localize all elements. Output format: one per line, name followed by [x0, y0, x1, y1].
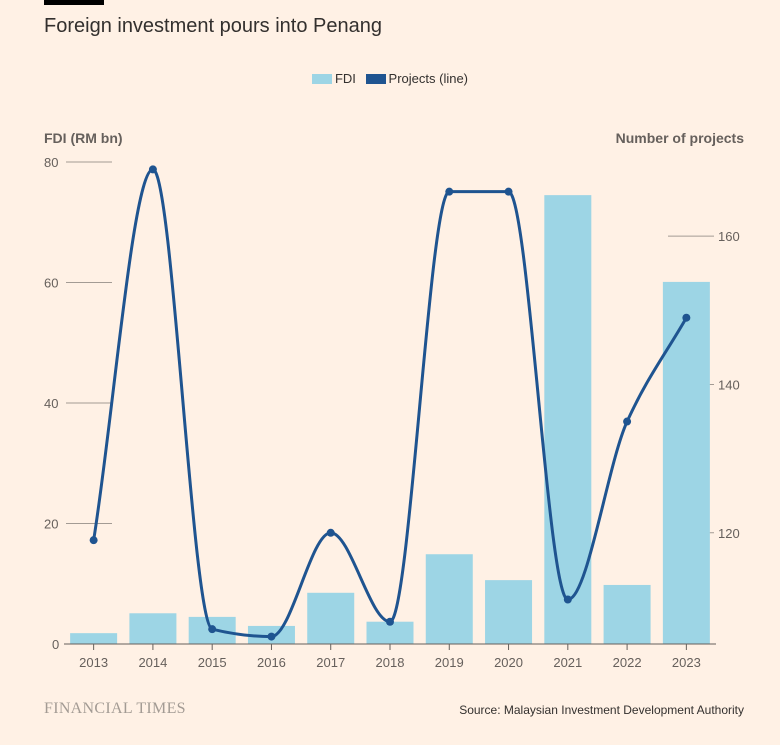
- x-tick-label: 2019: [435, 655, 464, 670]
- left-tick-label: 40: [44, 396, 58, 411]
- x-tick-label: 2013: [79, 655, 108, 670]
- point-projects-2017: [326, 528, 335, 537]
- left-tick-label: 0: [52, 637, 59, 652]
- right-tick-label: 140: [718, 377, 740, 392]
- point-projects-2018: [386, 617, 394, 626]
- bar-fdi-2018: [366, 621, 414, 644]
- left-tick-label: 80: [44, 155, 58, 170]
- x-tick-label: 2014: [138, 655, 167, 670]
- bar-fdi-2021: [544, 195, 592, 644]
- x-tick-label: 2015: [198, 655, 227, 670]
- left-tick-label: 60: [44, 276, 58, 291]
- right-tick-label: 120: [718, 526, 740, 541]
- bar-fdi-2020: [485, 580, 533, 644]
- bar-fdi-2019: [425, 554, 473, 644]
- legend: FDI Projects (line): [0, 71, 780, 86]
- source-note: Source: Malaysian Investment Development…: [459, 703, 744, 717]
- bar-fdi-2014: [129, 613, 177, 644]
- left-axis-label: FDI (RM bn): [44, 130, 123, 146]
- bar-fdi-2013: [70, 633, 118, 644]
- right-tick-label: 160: [718, 229, 740, 244]
- legend-swatch-fdi: [311, 74, 332, 84]
- legend-item-projects: Projects (line): [365, 71, 469, 86]
- legend-label-fdi: FDI: [334, 71, 356, 86]
- point-projects-2014: [148, 165, 157, 174]
- point-projects-2013: [89, 536, 98, 545]
- point-projects-2023: [682, 313, 691, 322]
- x-tick-label: 2016: [257, 655, 286, 670]
- x-tick-label: 2023: [672, 655, 701, 670]
- legend-item-fdi: FDI: [311, 71, 356, 86]
- point-projects-2015: [208, 625, 217, 634]
- legend-swatch-projects: [365, 74, 386, 84]
- point-projects-2021: [563, 595, 572, 604]
- x-tick-label: 2022: [613, 655, 642, 670]
- right-axis-label: Number of projects: [615, 130, 744, 146]
- point-projects-2022: [623, 417, 632, 426]
- bar-fdi-2023: [662, 281, 710, 644]
- legend-label-projects: Projects (line): [388, 71, 469, 86]
- left-tick-label: 20: [44, 517, 58, 532]
- point-projects-2019: [445, 187, 454, 196]
- x-tick-label: 2021: [553, 655, 582, 670]
- point-projects-2016: [267, 632, 276, 641]
- chart-title: Foreign investment pours into Penang: [44, 15, 382, 37]
- bar-fdi-2017: [307, 592, 355, 644]
- brand-bar: [44, 0, 104, 5]
- ft-logo: FINANCIAL TIMES: [44, 700, 186, 717]
- x-tick-label: 2020: [494, 655, 523, 670]
- line-projects: [92, 167, 688, 639]
- x-tick-label: 2018: [376, 655, 405, 670]
- bar-fdi-2022: [603, 584, 651, 644]
- x-tick-label: 2017: [316, 655, 345, 670]
- point-projects-2020: [504, 187, 513, 196]
